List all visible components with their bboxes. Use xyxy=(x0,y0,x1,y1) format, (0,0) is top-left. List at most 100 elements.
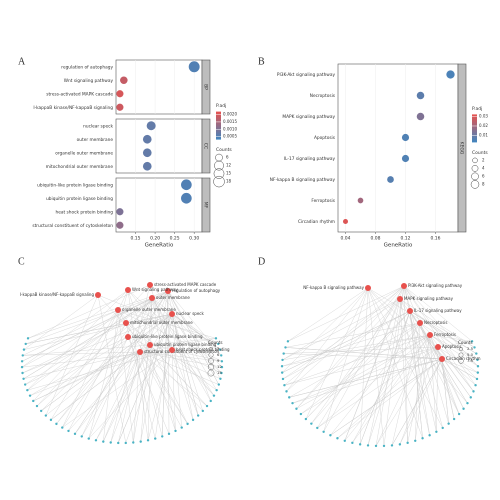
edge xyxy=(367,287,423,439)
y-tick-label: nuclear speck xyxy=(83,123,113,129)
gene-node xyxy=(462,407,465,410)
gene-node xyxy=(23,383,27,386)
edge xyxy=(281,334,431,367)
dot xyxy=(181,179,192,191)
gene-node xyxy=(476,358,479,362)
x-tick-label: 0.20 xyxy=(150,236,160,242)
gene-node xyxy=(475,352,478,355)
term-label: ubiquitin protein ligase binding xyxy=(154,342,217,347)
dot xyxy=(116,90,124,98)
edge xyxy=(284,346,439,386)
edge xyxy=(399,298,460,415)
x-axis-label: GeneRatio xyxy=(145,243,174,249)
legend-size xyxy=(459,347,463,351)
edge xyxy=(300,334,431,415)
facet-panel xyxy=(115,59,203,115)
term-label: mitochondrial outer membrane xyxy=(130,320,193,325)
edge xyxy=(305,310,411,420)
edge xyxy=(118,313,173,444)
edge xyxy=(171,313,223,368)
gene-node xyxy=(35,404,39,408)
legend-size-label: 12 xyxy=(226,163,232,168)
facet-panel xyxy=(337,63,459,233)
term-node xyxy=(169,347,175,353)
facet-label: BP xyxy=(203,84,209,90)
legend-size xyxy=(214,160,224,171)
x-tick-label: 0.12 xyxy=(400,236,410,242)
y-tick-label: Apoptosis xyxy=(314,135,336,141)
gene-node xyxy=(146,439,150,442)
edge xyxy=(27,289,129,391)
edge xyxy=(139,351,208,407)
colorbar-label: 0.0005 xyxy=(223,134,237,139)
gene-node xyxy=(217,383,221,386)
edge xyxy=(125,313,173,444)
y-tick-label: organelle outer membrane xyxy=(55,150,113,156)
gene-node xyxy=(21,354,24,357)
edge xyxy=(330,358,443,436)
gene-node xyxy=(220,365,224,369)
term-node xyxy=(397,296,403,302)
edge xyxy=(429,334,460,415)
edge xyxy=(367,287,468,404)
term-node xyxy=(125,334,131,340)
edge xyxy=(147,297,153,441)
gene-node xyxy=(476,365,480,368)
gene-node xyxy=(295,407,298,410)
term-node xyxy=(169,311,175,317)
legend-title: P.adj xyxy=(472,106,482,112)
edge xyxy=(103,309,119,442)
edge xyxy=(139,338,217,353)
edge xyxy=(151,297,215,396)
edge xyxy=(127,289,222,374)
edge xyxy=(167,290,222,356)
x-tick-label: 0.30 xyxy=(189,236,199,242)
edge xyxy=(27,290,169,339)
term-node xyxy=(439,356,445,362)
edge xyxy=(285,347,443,360)
legend-title: Counts xyxy=(472,150,488,156)
y-tick-label: Circadian rhythm xyxy=(298,219,335,225)
edge xyxy=(289,358,443,398)
edge xyxy=(419,322,464,409)
term-label: MAPK signaling pathway xyxy=(404,296,454,301)
edge xyxy=(171,313,221,350)
edge xyxy=(110,284,151,443)
edge xyxy=(36,284,151,407)
gene-node xyxy=(186,422,189,426)
gene-node xyxy=(180,426,183,429)
edge xyxy=(50,309,119,420)
legend-size-label: 5.0 xyxy=(467,352,474,357)
edge xyxy=(127,336,170,434)
gene-node xyxy=(220,354,223,357)
legend-size-label: 8 xyxy=(482,181,485,186)
edge xyxy=(437,341,473,348)
edge xyxy=(367,287,476,386)
y-tick-label: mitochondrial outer membrane xyxy=(46,164,114,170)
edge xyxy=(103,351,141,442)
edge xyxy=(415,322,421,441)
gene-node xyxy=(472,390,475,393)
gene-node xyxy=(280,371,284,374)
term-node xyxy=(147,282,153,288)
gene-node xyxy=(124,441,127,445)
edge xyxy=(117,309,188,424)
edge xyxy=(375,334,431,447)
edge xyxy=(367,310,411,446)
gene-node xyxy=(374,444,378,448)
edge xyxy=(403,285,408,443)
edge xyxy=(171,313,203,411)
legend-size-label: 6 xyxy=(217,352,220,357)
edge xyxy=(305,287,369,420)
gene-node xyxy=(212,394,216,397)
edge xyxy=(103,344,151,442)
edge xyxy=(282,287,369,373)
gene-node xyxy=(457,412,461,416)
edge xyxy=(117,309,134,443)
gene-node xyxy=(161,435,164,438)
legend-size xyxy=(208,358,214,364)
edge xyxy=(284,334,431,386)
term-node xyxy=(115,307,121,313)
gene-node xyxy=(26,337,30,340)
edge xyxy=(282,310,411,380)
